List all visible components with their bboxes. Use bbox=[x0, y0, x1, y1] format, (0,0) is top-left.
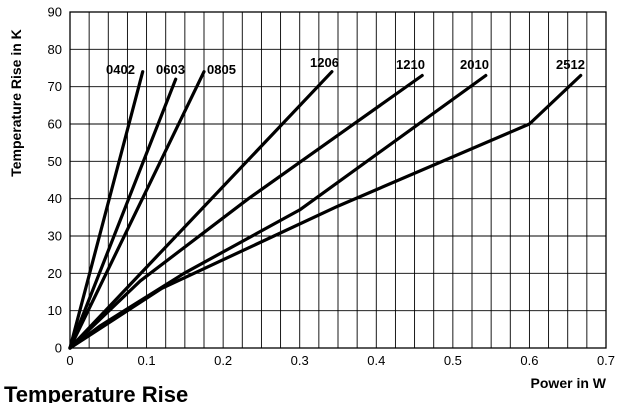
tick-labels: 0 10 20 30 40 50 60 70 80 90 0 0.1 0.2 0.3 0.4 0.5 0.6 0.… bbox=[48, 5, 616, 369]
y-tick-label: 80 bbox=[48, 42, 62, 57]
y-tick-label: 0 bbox=[55, 341, 62, 356]
x-axis-label: Power in W bbox=[531, 375, 607, 391]
y-tick-label: 10 bbox=[48, 303, 62, 318]
y-axis-label: Temperature Rise in K bbox=[8, 29, 24, 177]
y-tick-label: 90 bbox=[48, 5, 62, 20]
series-line-2512 bbox=[68, 73, 583, 350]
y-tick-label: 30 bbox=[48, 229, 62, 244]
series-label-1206: 1206 bbox=[310, 55, 339, 70]
series-lines bbox=[68, 70, 583, 350]
y-tick-label: 50 bbox=[48, 154, 62, 169]
series-label-0402: 0402 bbox=[106, 62, 135, 77]
x-tick-label: 0.3 bbox=[291, 353, 309, 368]
grid-lines bbox=[70, 12, 606, 348]
series-line-1210 bbox=[68, 73, 424, 350]
series-label-2512: 2512 bbox=[556, 57, 585, 72]
y-tick-label: 70 bbox=[48, 79, 62, 94]
plot-border bbox=[69, 11, 607, 349]
series-line-0402 bbox=[68, 70, 145, 350]
series-label-0805: 0805 bbox=[207, 62, 236, 77]
y-tick-label: 40 bbox=[48, 191, 62, 206]
y-tick-label: 60 bbox=[48, 117, 62, 132]
chart-caption: Temperature Rise bbox=[4, 382, 189, 403]
plot-frame bbox=[69, 11, 607, 349]
series-labels: 0402 0603 0805 1206 1210 2010 2512 bbox=[106, 55, 585, 77]
series-label-2010: 2010 bbox=[460, 57, 489, 72]
x-tick-label: 0.4 bbox=[367, 353, 385, 368]
x-tick-label: 0.6 bbox=[520, 353, 538, 368]
series-line-1206 bbox=[68, 70, 334, 350]
x-tick-label: 0.1 bbox=[138, 353, 156, 368]
series-line-0603 bbox=[68, 77, 178, 350]
x-tick-label: 0.7 bbox=[597, 353, 615, 368]
x-tick-label: 0.5 bbox=[444, 353, 462, 368]
x-tick-label: 0 bbox=[66, 353, 73, 368]
y-tick-label: 20 bbox=[48, 266, 62, 281]
x-tick-label: 0.2 bbox=[214, 353, 232, 368]
series-line-0805 bbox=[68, 70, 206, 350]
series-label-1210: 1210 bbox=[396, 57, 425, 72]
series-label-0603: 0603 bbox=[156, 62, 185, 77]
